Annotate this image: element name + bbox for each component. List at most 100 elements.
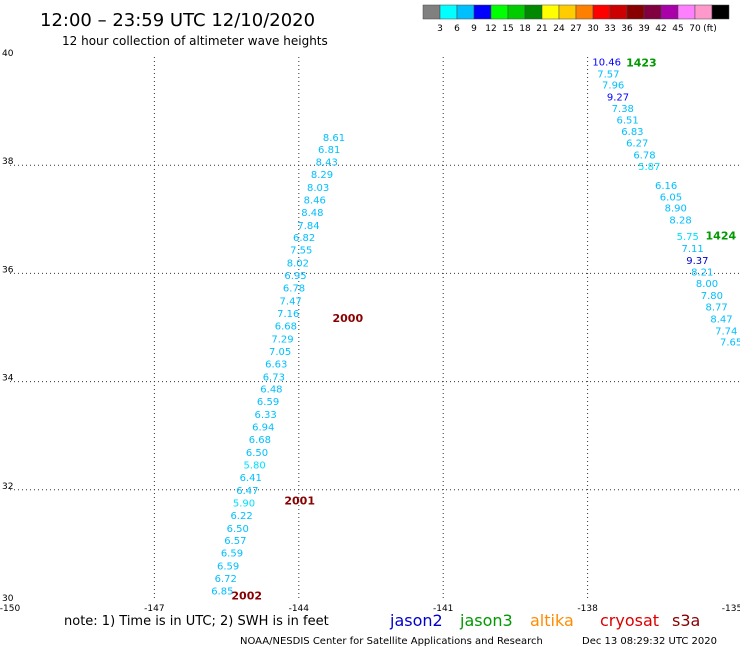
- x-tick-label: -144: [289, 604, 310, 614]
- satellite-legend-item: jason3: [459, 611, 513, 630]
- wave-height-point: 8.46: [304, 195, 326, 206]
- footer-credit: NOAA/NESDIS Center for Satellite Applica…: [240, 636, 543, 647]
- colorbar-swatch: [524, 4, 543, 20]
- x-tick-label: -135: [722, 604, 740, 614]
- colorbar-label: 12: [485, 24, 496, 34]
- colorbar: 3 6 9 12 15 18 21 24 27 30 33 36 39 42 45 70 (ft): [422, 4, 730, 34]
- colorbar-swatch: [490, 4, 509, 20]
- wave-height-point: 5.75: [677, 232, 699, 243]
- grid-layer: [10, 57, 740, 598]
- wave-height-point: 7.65: [720, 338, 740, 349]
- data-layer: 8.616.818.43 8.29 8.038.46 8.48 7.846.82 7.55…: [211, 56, 740, 602]
- colorbar-label: 70: [689, 24, 701, 34]
- colorbar-label: 24: [553, 24, 565, 34]
- page-subtitle: 12 hour collection of altimeter wave hei…: [62, 34, 328, 48]
- wave-height-point: 6.48: [260, 385, 282, 396]
- wave-height-point: 6.95: [284, 271, 306, 282]
- wave-height-point: 6.59: [257, 397, 279, 408]
- colorbar-label: 45: [672, 24, 683, 34]
- wave-height-point: 6.78: [633, 150, 655, 161]
- wave-height-point: 6.22: [230, 511, 252, 522]
- wave-height-point: 6.63: [265, 359, 287, 370]
- wave-height-point: 8.02: [287, 259, 309, 270]
- colorbar-swatch: [439, 4, 458, 20]
- colorbar-swatch: [609, 4, 628, 20]
- colorbar-label: 42: [655, 24, 666, 34]
- wave-height-point: 6.68: [275, 321, 297, 332]
- wave-height-point: 6.47: [236, 486, 258, 497]
- satellite-legend-item: jason2: [389, 611, 443, 630]
- colorbar-swatch: [626, 4, 645, 20]
- wave-height-point: 7.55: [290, 246, 312, 257]
- colorbar-label: 3: [437, 24, 443, 34]
- colorbar-swatch: [558, 4, 577, 20]
- wave-height-point: 6.68: [249, 435, 271, 446]
- colorbar-swatch: [473, 4, 492, 20]
- x-tick-label: -138: [577, 604, 598, 614]
- y-tick-label: 34: [2, 374, 14, 384]
- time-label: 1423: [626, 56, 657, 69]
- time-label: 1424: [706, 230, 737, 243]
- wave-height-point: 6.73: [263, 372, 285, 383]
- colorbar-label: 27: [570, 24, 581, 34]
- wave-height-point: 7.05: [269, 347, 291, 358]
- wave-height-point: 6.05: [660, 193, 682, 204]
- colorbar-label: 18: [519, 24, 531, 34]
- wave-height-point: 7.57: [597, 69, 619, 80]
- colorbar-swatch: [456, 4, 475, 20]
- wave-height-point: 8.90: [665, 203, 687, 214]
- wave-height-point: 6.94: [252, 423, 274, 434]
- colorbar-label: 33: [604, 24, 615, 34]
- colorbar-swatch: [677, 4, 696, 20]
- wave-height-point: 6.33: [255, 410, 277, 421]
- wave-height-point: 6.83: [621, 127, 643, 138]
- time-label: 2000: [332, 312, 363, 325]
- wave-height-point: 9.37: [686, 256, 708, 267]
- wave-height-point: 8.48: [301, 208, 323, 219]
- wave-height-point: 7.84: [297, 221, 319, 232]
- time-label: 2002: [231, 589, 262, 602]
- wave-height-point: 8.03: [307, 183, 329, 194]
- wave-height-point: 7.74: [715, 326, 737, 337]
- colorbar-swatch: [541, 4, 560, 20]
- satellite-legend-item: s3a: [672, 611, 700, 630]
- colorbar-label: 36: [621, 24, 633, 34]
- time-label: 2001: [284, 495, 315, 508]
- colorbar-swatch: [643, 4, 662, 20]
- wave-height-point: 6.50: [227, 524, 249, 535]
- page-title: 12:00 – 23:59 UTC 12/10/2020: [40, 10, 315, 31]
- wave-height-point: 8.43: [316, 157, 338, 168]
- x-tick-label: -141: [433, 604, 453, 614]
- wave-height-point: 7.47: [280, 297, 302, 308]
- x-tick-label: -147: [144, 604, 164, 614]
- wave-height-point: 8.28: [669, 215, 691, 226]
- satellite-legend-item: altika: [530, 611, 574, 630]
- wave-height-point: 6.57: [224, 536, 246, 547]
- y-tick-label: 32: [2, 482, 13, 492]
- colorbar-label: 21: [536, 24, 547, 34]
- wave-height-point: 8.47: [710, 314, 732, 325]
- y-tick-label: 40: [2, 49, 14, 59]
- wave-height-point: 5.87: [638, 162, 660, 173]
- wave-height-point: 7.96: [602, 81, 624, 92]
- wave-height-point: 8.77: [706, 302, 728, 313]
- colorbar-swatch: [575, 4, 594, 20]
- satellite-legend-item: cryosat: [600, 611, 659, 630]
- tick-layer: -150 -147 -144 -141 -138 -135 30 32 34 36 38 40: [0, 49, 740, 614]
- wave-height-point: 6.59: [217, 562, 239, 573]
- wave-height-point: 8.21: [691, 267, 713, 278]
- colorbar-label: 30: [587, 24, 599, 34]
- y-tick-label: 36: [2, 265, 14, 275]
- footer-timestamp: Dec 13 08:29:32 UTC 2020: [582, 636, 717, 647]
- colorbar-label: 6: [454, 24, 460, 34]
- x-tick-label: -150: [0, 604, 20, 614]
- wave-height-point: 6.72: [215, 574, 237, 585]
- wave-height-point: 10.46: [592, 57, 621, 68]
- wave-height-point: 8.29: [311, 170, 333, 181]
- wave-height-point: 6.51: [616, 115, 638, 126]
- wave-height-point: 6.85: [211, 587, 233, 598]
- colorbar-swatch: [660, 4, 679, 20]
- colorbar-swatch: [592, 4, 611, 20]
